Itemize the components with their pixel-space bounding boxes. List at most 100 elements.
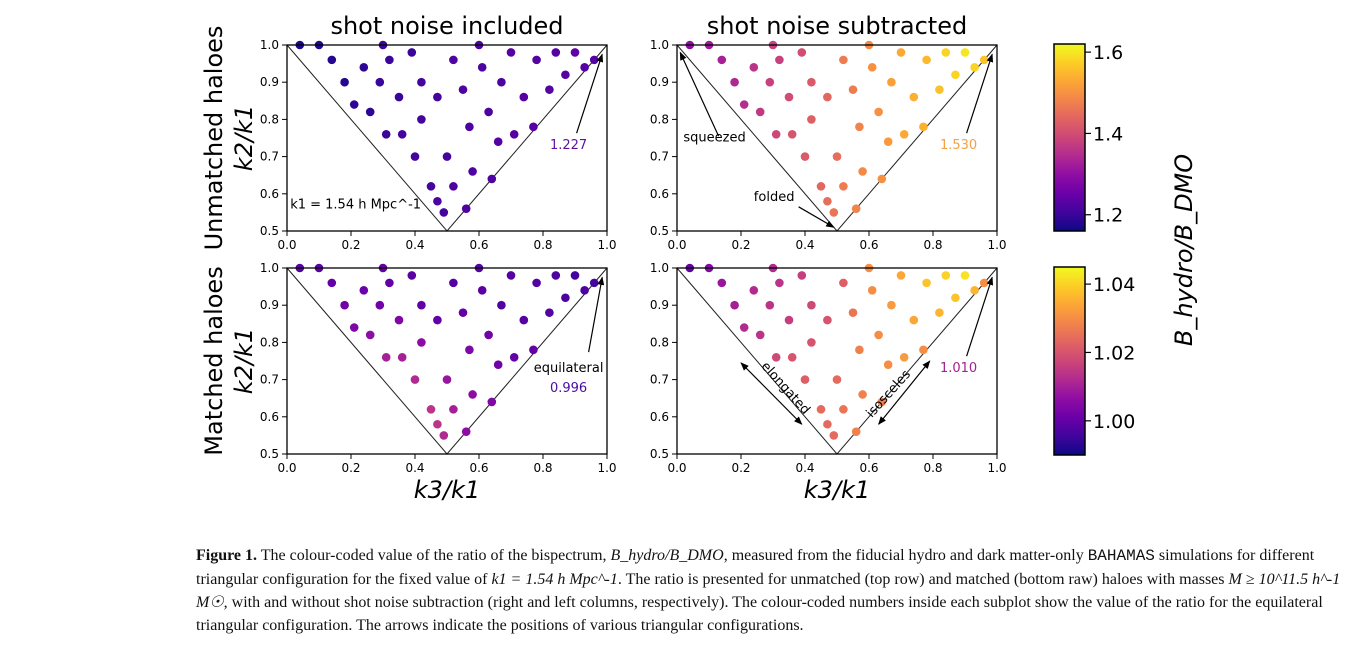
- data-point: [417, 115, 426, 124]
- x-tick-label: 0.6: [469, 238, 488, 252]
- data-point: [589, 55, 599, 65]
- panel-unmatched-included: shot noise included 0.0 0.2 0.4 0.6 0.8 1.0 0.5…: [200, 12, 617, 252]
- colorbar: [1053, 43, 1086, 232]
- data-point: [359, 286, 369, 295]
- caption-text: . The ratio is presented for unmatched (…: [617, 571, 1229, 588]
- data-point: [787, 352, 797, 362]
- colorbar-tick-label: 1.2: [1093, 205, 1123, 227]
- y-tick-label: 1.0: [650, 38, 669, 52]
- data-point: [823, 196, 832, 206]
- plot-frame: [286, 44, 608, 232]
- folded-label: folded: [754, 190, 795, 205]
- data-point: [545, 85, 554, 94]
- data-point: [433, 92, 442, 102]
- equilateral-arrow: [588, 276, 605, 353]
- row-label: Matched haloes: [200, 266, 228, 455]
- data-point: [365, 107, 375, 117]
- data-point: [589, 278, 599, 288]
- x-axis-label: k3/k1: [414, 476, 480, 504]
- x-tick-label: 0.6: [859, 238, 878, 252]
- data-point: [848, 308, 858, 317]
- equilateral-value: 1.227: [550, 138, 587, 153]
- data-point: [848, 85, 858, 94]
- data-point: [922, 55, 931, 65]
- y-tick-label: 0.6: [260, 410, 279, 424]
- data-point: [397, 352, 407, 362]
- data-point: [771, 129, 781, 139]
- y-tick-label: 0.9: [260, 75, 279, 89]
- data-point: [883, 137, 893, 147]
- caption-text: , measured from the fiducial hydro and d…: [723, 547, 1088, 564]
- data-point: [375, 300, 385, 310]
- x-tick-label: 1.0: [597, 461, 616, 475]
- data-point: [858, 167, 867, 176]
- data-point: [580, 286, 589, 295]
- data-point: [800, 375, 810, 384]
- equilateral-arrow: [966, 53, 994, 134]
- data-point: [551, 48, 561, 57]
- x-tick-label: 0.6: [859, 461, 878, 475]
- data-point: [497, 300, 506, 310]
- x-tick-label: 0.0: [277, 238, 296, 252]
- isosceles-arrow: [878, 360, 931, 425]
- x-tick-label: 0.2: [731, 238, 750, 252]
- data-point: [749, 63, 759, 72]
- data-point: [439, 208, 449, 217]
- equilateral-label: equilateral: [534, 361, 604, 376]
- equilateral-arrow: [576, 53, 604, 134]
- x-tick-label: 0.4: [405, 238, 424, 252]
- data-point: [426, 182, 436, 191]
- data-point: [449, 55, 458, 65]
- data-point: [851, 204, 861, 213]
- data-point: [532, 278, 541, 288]
- data-point: [381, 129, 391, 139]
- data-point: [519, 315, 529, 325]
- data-point: [529, 122, 538, 132]
- data-point: [487, 397, 497, 407]
- caption-label: Figure 1.: [196, 547, 258, 564]
- data-point: [407, 271, 417, 280]
- elongated-arrow: [740, 362, 803, 425]
- y-tick-label: 1.0: [260, 261, 279, 275]
- data-point: [979, 278, 989, 288]
- data-point: [755, 330, 765, 340]
- data-point: [468, 167, 477, 176]
- y-tick-label: 0.7: [260, 150, 279, 164]
- data-point: [340, 77, 349, 87]
- data-point: [960, 271, 970, 280]
- folded-arrow: [798, 206, 835, 228]
- data-point: [551, 271, 561, 280]
- x-tick-label: 0.0: [667, 461, 686, 475]
- colorbar-tick-label: 1.00: [1093, 411, 1135, 433]
- data-point: [979, 55, 989, 65]
- data-point: [477, 286, 487, 295]
- data-point: [839, 405, 848, 414]
- data-point: [970, 63, 979, 72]
- panel-unmatched-subtracted: shot noise subtracted 0.0 0.2 0.4 0.6 0.8 1.0 0…: [650, 12, 1007, 252]
- y-axis-label: k2/k1: [230, 328, 258, 394]
- x-tick-label: 1.0: [597, 238, 616, 252]
- plot-frame: [286, 267, 608, 455]
- data-point: [858, 390, 867, 399]
- data-point: [807, 115, 816, 124]
- data-point: [887, 77, 896, 87]
- data-point: [417, 300, 426, 310]
- x-tick-label: 0.8: [923, 461, 942, 475]
- x-tick-label: 0.2: [341, 461, 360, 475]
- data-point: [477, 63, 487, 72]
- caption-mass: M ≥ 10^11.5 h^-1 M☉: [196, 571, 1341, 611]
- data-point: [823, 315, 832, 325]
- x-tick-label: 1.0: [987, 238, 1006, 252]
- caption-k1: k1 = 1.54 h Mpc^-1: [491, 571, 618, 588]
- data-point: [509, 129, 519, 139]
- data-point: [867, 286, 877, 295]
- caption-sim-name: BAHAMAS: [1087, 547, 1155, 565]
- data-point: [765, 300, 775, 310]
- data-point: [919, 122, 928, 132]
- y-axis-label: k2/k1: [230, 105, 258, 171]
- y-tick-label: 0.9: [650, 75, 669, 89]
- data-point: [775, 55, 784, 65]
- x-tick-label: 0.8: [533, 238, 552, 252]
- y-tick-label: 0.7: [650, 150, 669, 164]
- data-point: [909, 92, 919, 102]
